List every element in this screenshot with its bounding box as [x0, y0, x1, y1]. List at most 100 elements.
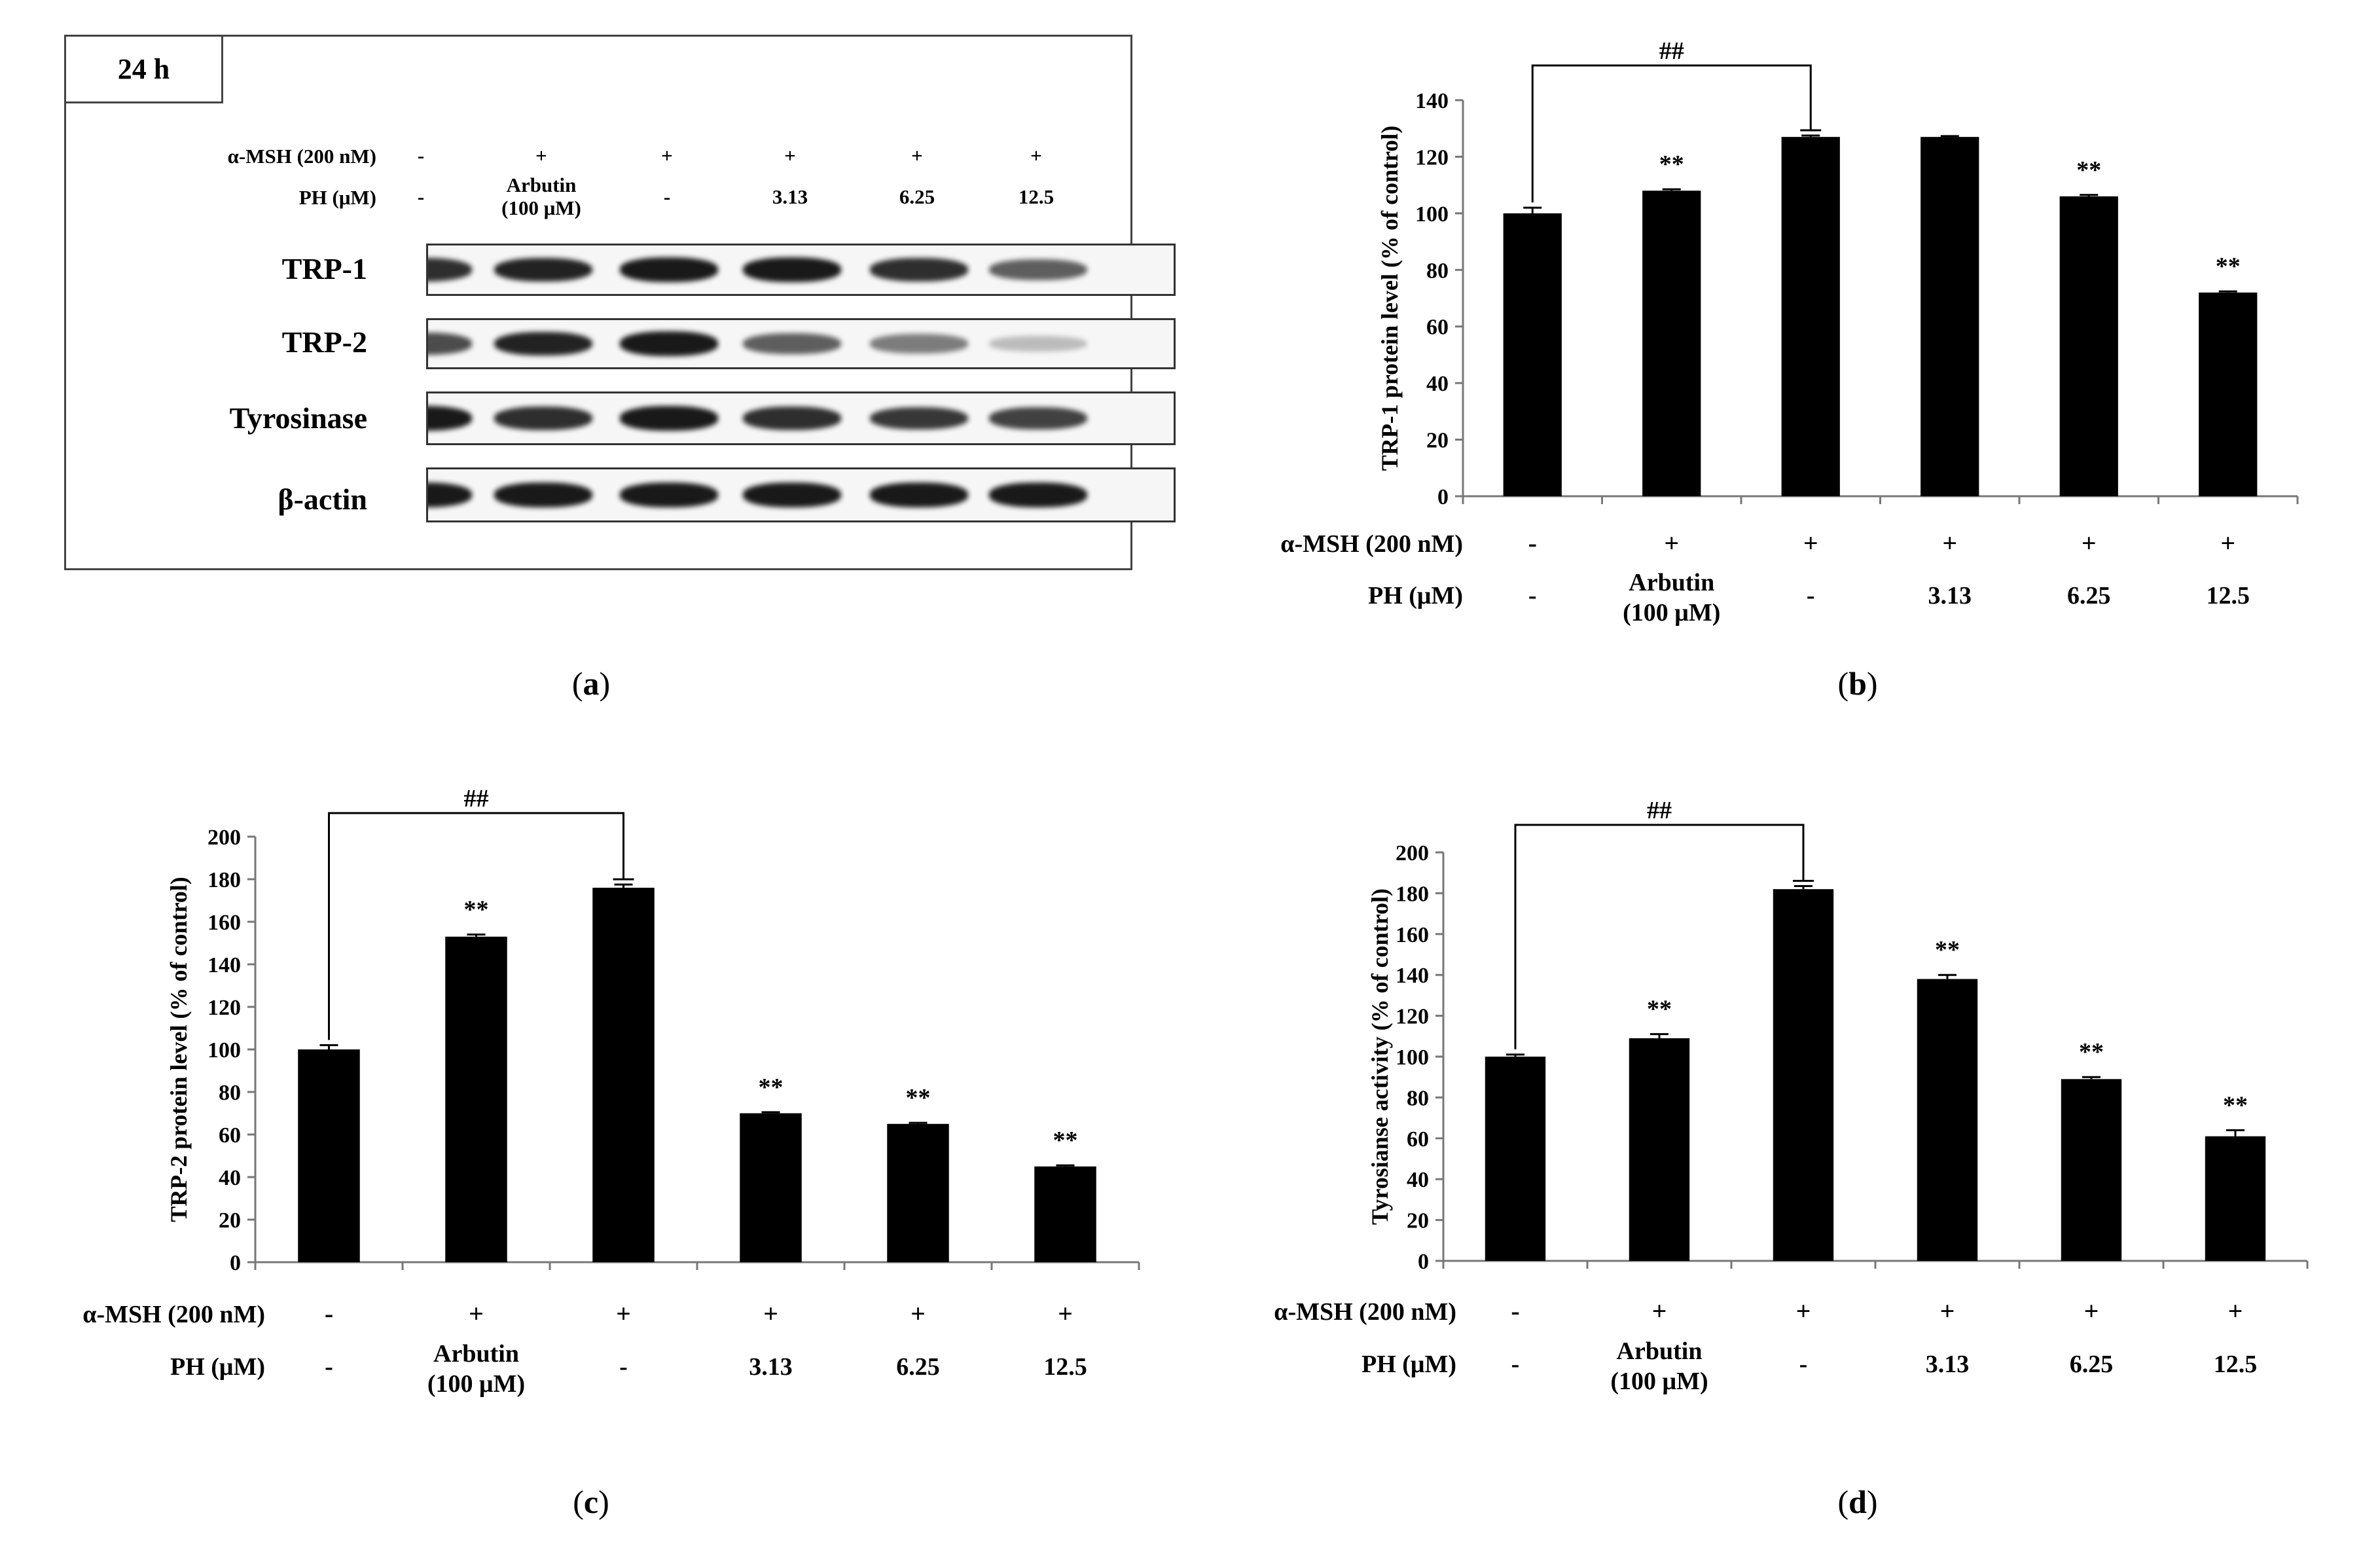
- band-label--actin: β-actin: [278, 482, 367, 516]
- blot-ph-row-label: PH (μM): [298, 186, 376, 209]
- significance-bracket: [328, 812, 624, 1040]
- y-tick-label: 60: [1426, 316, 1449, 340]
- y-tick-label: 40: [219, 1166, 241, 1190]
- band-box-0: [426, 244, 1176, 296]
- y-tick-label: 80: [1407, 1086, 1429, 1110]
- msh-row-label: α-MSH (200 nM): [1280, 530, 1463, 558]
- significance-bracket: [1514, 824, 1805, 1049]
- caption-c-letter: c: [583, 1483, 599, 1520]
- y-tick-label: 200: [1396, 841, 1429, 865]
- bar-3: [740, 1113, 802, 1262]
- significance-3: **: [1935, 936, 1960, 964]
- category-1-msh: +: [1652, 1296, 1667, 1326]
- bar-0: [298, 1049, 360, 1262]
- y-tick-label: 120: [207, 996, 241, 1020]
- band-0-lane-3: [743, 257, 841, 282]
- category-5-msh: +: [2220, 528, 2235, 558]
- band-2-lane-2: [620, 406, 718, 431]
- category-1-ph-line-1: (100 μM): [1610, 1368, 1708, 1395]
- y-tick-label: 80: [1426, 259, 1449, 283]
- significance-4: **: [2079, 1038, 2104, 1066]
- y-tick-label: 180: [1396, 882, 1429, 906]
- ph-row-label: PH (μM): [1361, 1351, 1456, 1378]
- category-5-msh: +: [1058, 1299, 1073, 1328]
- y-tick-label: 80: [219, 1081, 241, 1105]
- category-0-ph: -: [325, 1353, 333, 1381]
- band-2-lane-5: [989, 407, 1087, 429]
- caption-b: (b): [1837, 665, 1878, 702]
- bar-5: [2205, 1136, 2266, 1261]
- blot-msh-row-label: α-MSH (200 nM): [227, 145, 376, 168]
- significance-5: **: [1053, 1127, 1078, 1154]
- y-tick-label: 20: [1426, 429, 1449, 453]
- caption-b-letter: b: [1848, 665, 1867, 702]
- blot-lane-1-ph: Arbutin (100 μM): [501, 173, 581, 219]
- band-box-2: [426, 391, 1176, 445]
- category-1-ph-line-0: Arbutin: [1617, 1337, 1703, 1365]
- category-2-ph: -: [1807, 582, 1815, 609]
- category-2-msh: +: [616, 1299, 631, 1328]
- y-tick-label: 0: [1418, 1250, 1429, 1274]
- category-1-ph-line-1: (100 μM): [427, 1370, 525, 1398]
- y-tick-label: 200: [207, 826, 241, 850]
- band-label-trp-1: TRP-1: [281, 252, 367, 285]
- chart-b-svg: 0 20 40 60 80 100 120 140 TRP-1 protein level (%…: [1280, 37, 2299, 627]
- band-0-lane-1: [494, 257, 592, 282]
- significance-1: **: [1659, 151, 1684, 178]
- category-1-msh: +: [469, 1299, 484, 1328]
- caption-a-letter: a: [583, 665, 600, 702]
- category-2-msh: +: [1796, 1296, 1811, 1326]
- bar-5: [1034, 1166, 1096, 1262]
- blot-lane-5-msh: +: [1030, 144, 1042, 167]
- category-3-ph: 3.13: [1926, 1351, 1970, 1378]
- bar-5: [2199, 292, 2258, 496]
- y-tick-label: 140: [1415, 89, 1449, 113]
- category-0-ph: -: [1528, 582, 1537, 609]
- band-1-lane-4: [870, 334, 968, 354]
- band-2-lane-3: [743, 407, 841, 430]
- msh-row-label: α-MSH (200 nM): [1274, 1298, 1456, 1326]
- category-2-msh: +: [1803, 528, 1818, 558]
- y-tick-label: 120: [1396, 1005, 1429, 1029]
- y-tick-label: 100: [1396, 1045, 1429, 1070]
- y-tick-label: 120: [1415, 145, 1449, 170]
- caption-d-letter: d: [1848, 1483, 1867, 1520]
- category-1-ph-line-0: Arbutin: [1629, 569, 1714, 596]
- blot-lane-4-msh: +: [911, 144, 923, 167]
- time-label: 24 h: [66, 37, 223, 103]
- y-tick-label: 20: [219, 1209, 241, 1233]
- y-axis-label: Tyrosianse activity (% of control): [1367, 888, 1393, 1225]
- band-1-lane-5: [989, 336, 1087, 352]
- band-2-lane-1: [494, 407, 592, 430]
- category-0-ph: -: [1511, 1351, 1520, 1378]
- band-1-lane-1: [494, 331, 592, 356]
- bar-1: [1629, 1038, 1690, 1261]
- category-1-msh: +: [1664, 528, 1679, 558]
- y-tick-label: 180: [207, 868, 241, 892]
- blot-frame: 24 h α-MSH (200 nM) PH (μM) - - + Arbutin (100…: [64, 35, 1176, 570]
- y-tick-label: 140: [1396, 964, 1429, 988]
- band-3-lane-0: [428, 482, 472, 507]
- blot-lane-4-ph: 6.25: [899, 185, 935, 208]
- caption-a: (a): [571, 665, 611, 702]
- y-tick-label: 160: [207, 911, 241, 935]
- band-3-lane-1: [494, 482, 592, 507]
- significance-5: **: [2216, 253, 2241, 280]
- bar-2: [1773, 889, 1834, 1261]
- y-tick-label: 0: [1437, 485, 1449, 509]
- bar-2: [1781, 137, 1840, 496]
- significance-1: **: [1647, 996, 1672, 1023]
- band-0-lane-2: [620, 257, 718, 282]
- y-tick-label: 20: [1407, 1209, 1429, 1233]
- caption-c: (c): [573, 1483, 609, 1520]
- y-tick-label: 60: [219, 1123, 241, 1148]
- category-0-msh: -: [1528, 528, 1537, 558]
- bar-4: [2061, 1079, 2122, 1261]
- y-tick-label: 40: [1426, 372, 1449, 396]
- category-5-ph: 12.5: [1043, 1353, 1087, 1381]
- category-3-msh: +: [1942, 528, 1957, 558]
- band-3-lane-4: [870, 482, 968, 507]
- band-2-lane-0: [428, 406, 472, 431]
- blot-lane-2-msh: +: [661, 144, 673, 167]
